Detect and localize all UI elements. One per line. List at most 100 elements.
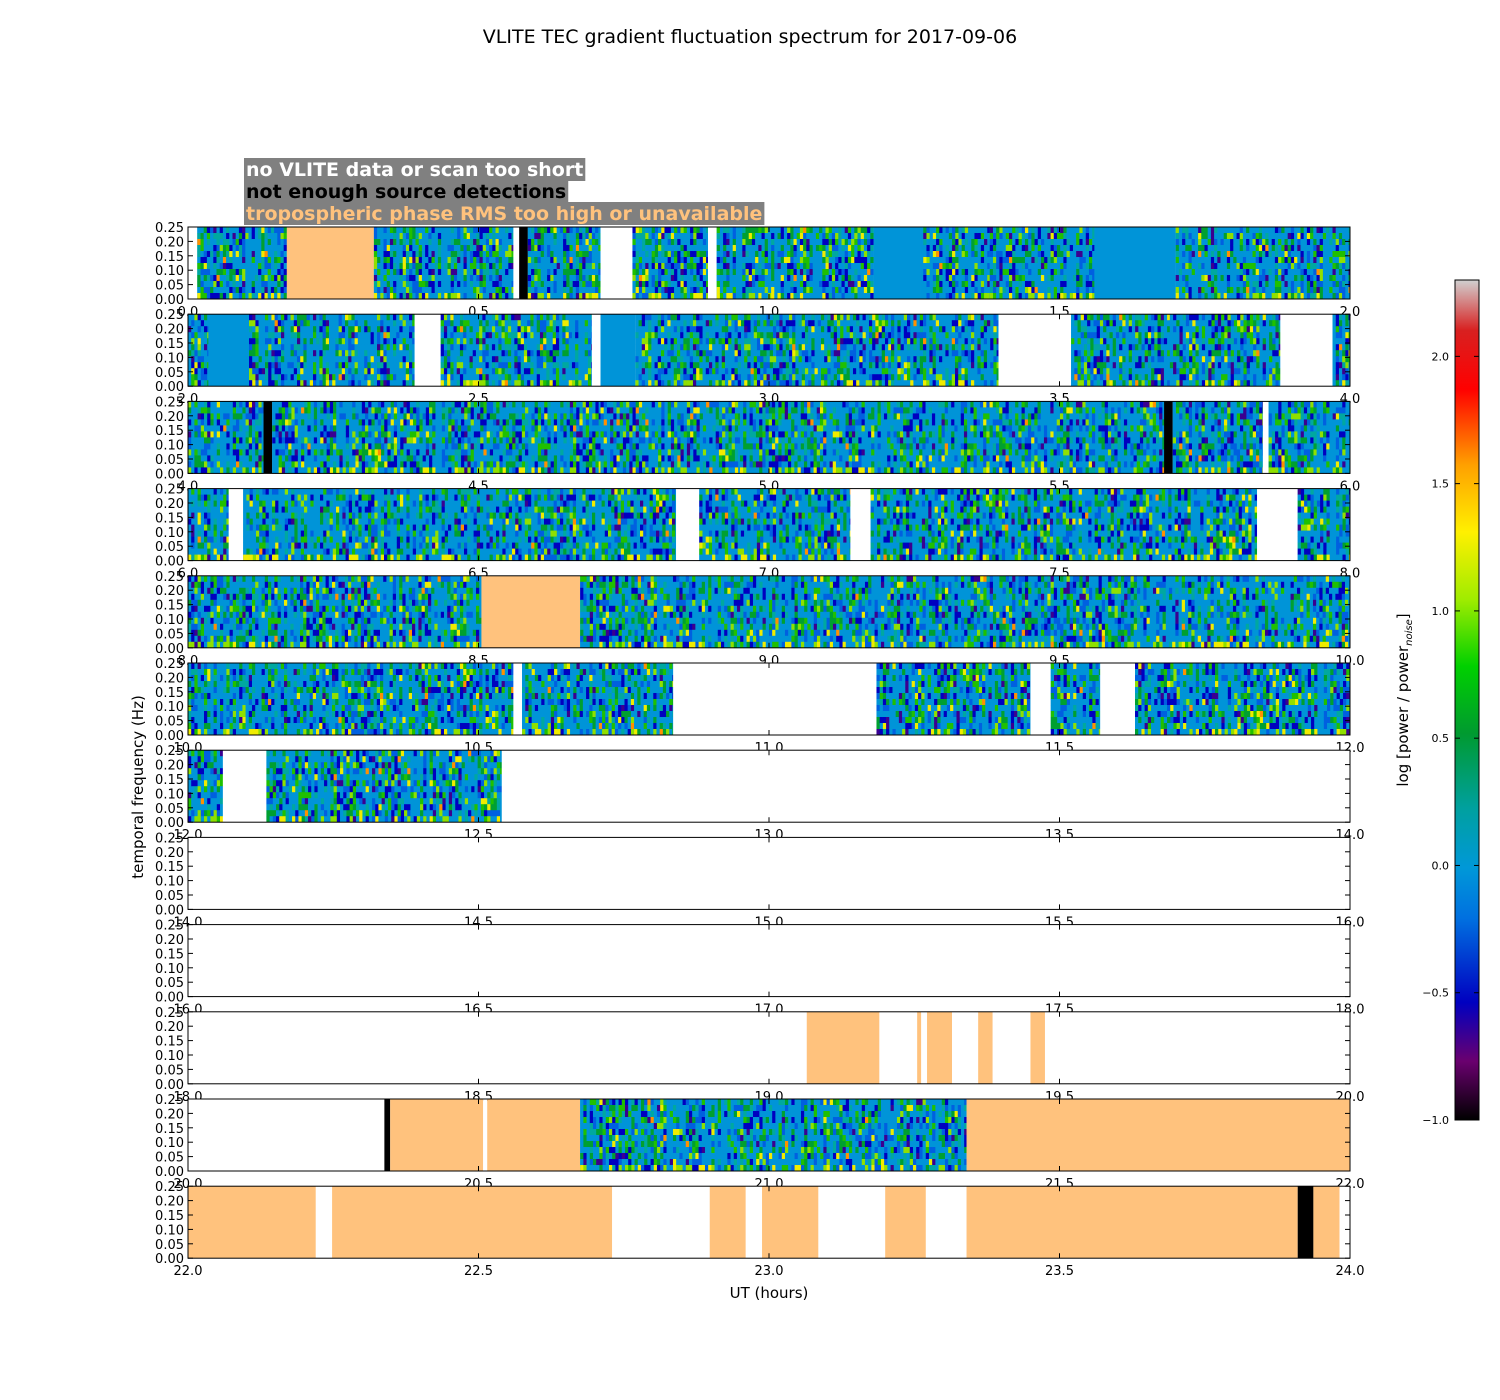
spectrum-cell xyxy=(977,233,982,240)
spectrum-cell xyxy=(566,287,570,294)
spectrum-cell xyxy=(1053,239,1058,246)
spectrum-cell xyxy=(415,281,420,288)
spectrum-cell xyxy=(453,374,458,381)
spectrum-cell xyxy=(1236,263,1240,270)
spectrum-cell xyxy=(1332,233,1336,240)
spectrum-cell xyxy=(469,257,474,264)
spectrum-cell xyxy=(396,368,400,375)
spectrum-cell xyxy=(463,239,468,246)
spectrum-cell xyxy=(923,227,927,234)
spectrum-cell xyxy=(1294,239,1298,246)
spectrum-cell xyxy=(341,332,346,339)
spectrum-cell xyxy=(373,374,378,381)
spectrum-cell xyxy=(1281,263,1285,270)
spectrum-cell xyxy=(235,233,240,240)
spectrum-cell xyxy=(680,314,684,321)
spectrum-cell xyxy=(460,227,464,234)
spectrum-cell xyxy=(1076,293,1080,300)
spectrum-cell xyxy=(268,320,272,327)
spectrum-cell xyxy=(473,263,477,270)
spectrum-cell xyxy=(755,239,759,246)
spectrum-cell xyxy=(549,344,554,351)
spectrum-cell xyxy=(1088,257,1093,264)
spectrum-cell xyxy=(402,368,407,375)
spectrum-cell xyxy=(582,263,586,270)
spectrum-cell xyxy=(383,344,387,351)
spectrum-cell xyxy=(1088,293,1093,300)
spectrum-cell xyxy=(841,281,846,288)
spectrum-cell xyxy=(377,245,381,252)
spectrum-cell xyxy=(412,257,416,264)
spectrum-cell xyxy=(598,293,601,300)
spectrum-cell xyxy=(670,227,675,234)
spectrum-cell xyxy=(952,287,956,294)
spectrum-cell xyxy=(559,314,563,321)
spectrum-cell xyxy=(1191,281,1196,288)
spectrum-cell xyxy=(585,269,589,276)
spectrum-cell xyxy=(819,251,823,258)
spectrum-cell xyxy=(955,263,959,270)
spectrum-cell xyxy=(556,227,561,234)
spectrum-cell xyxy=(546,362,550,369)
spectrum-cell xyxy=(540,263,545,270)
spectrum-cell xyxy=(255,356,259,363)
spectrum-cell xyxy=(443,338,448,345)
spectrum-cell xyxy=(434,251,439,258)
spectrum-cell xyxy=(686,257,691,264)
spectrum-cell xyxy=(575,263,580,270)
spectrum-cell xyxy=(584,344,589,351)
spectrum-cell xyxy=(1201,293,1205,300)
spectrum-cell xyxy=(1303,293,1308,300)
spectrum-cell xyxy=(674,233,678,240)
spectrum-cell xyxy=(495,380,499,387)
spectrum-cell xyxy=(1178,263,1183,270)
spectrum-cell xyxy=(514,362,518,369)
spectrum-cell xyxy=(1060,275,1064,282)
spectrum-cell xyxy=(472,344,477,351)
spectrum-cell xyxy=(581,332,586,339)
spectrum-cell xyxy=(207,374,209,381)
spectrum-cell xyxy=(265,368,269,375)
spectrum-cell xyxy=(232,293,236,300)
spectrum-cell xyxy=(1306,293,1311,300)
spectrum-cell xyxy=(188,338,192,345)
spectrum-cell xyxy=(399,257,404,264)
spectrum-cell xyxy=(216,281,220,288)
spectrum-cell xyxy=(1223,245,1228,252)
spectrum-cell xyxy=(1265,263,1269,270)
spectrum-cell xyxy=(1185,281,1189,288)
spectrum-cell xyxy=(393,344,397,351)
spectrum-cell xyxy=(674,293,678,300)
spectrum-cell xyxy=(1262,293,1266,300)
spectrum-cell xyxy=(274,275,278,282)
spectrum-cell xyxy=(498,281,503,288)
spectrum-cell xyxy=(812,263,817,270)
spectrum-cell xyxy=(248,245,252,252)
spectrum-cell xyxy=(651,362,655,369)
spectrum-cell xyxy=(648,257,652,264)
spectrum-cell xyxy=(479,287,484,294)
spectrum-cell xyxy=(188,314,192,321)
spectrum-cell xyxy=(441,263,445,270)
spectrum-cell xyxy=(1175,227,1180,234)
spectrum-cell xyxy=(405,362,410,369)
spectrum-cell xyxy=(936,239,940,246)
spectrum-cell xyxy=(306,368,311,375)
spectrum-cell xyxy=(799,227,804,234)
spectrum-cell xyxy=(955,281,959,288)
y-axis-label: temporal frequency (Hz) xyxy=(129,695,147,879)
spectrum-cell xyxy=(1268,233,1272,240)
spectrum-cell xyxy=(200,239,204,246)
spectrum-cell xyxy=(402,293,407,300)
spectrum-cell xyxy=(1194,287,1199,294)
spectrum-cell xyxy=(1223,251,1228,258)
spectrum-cell xyxy=(641,344,646,351)
spectrum-cell xyxy=(306,320,311,327)
spectrum-cell xyxy=(686,374,691,381)
spectrum-cell xyxy=(466,338,470,345)
spectrum-cell xyxy=(690,245,694,252)
spectrum-cell xyxy=(460,293,464,300)
spectrum-cell xyxy=(393,251,397,258)
spectrum-cell xyxy=(844,281,849,288)
spectrum-cell xyxy=(274,251,278,258)
